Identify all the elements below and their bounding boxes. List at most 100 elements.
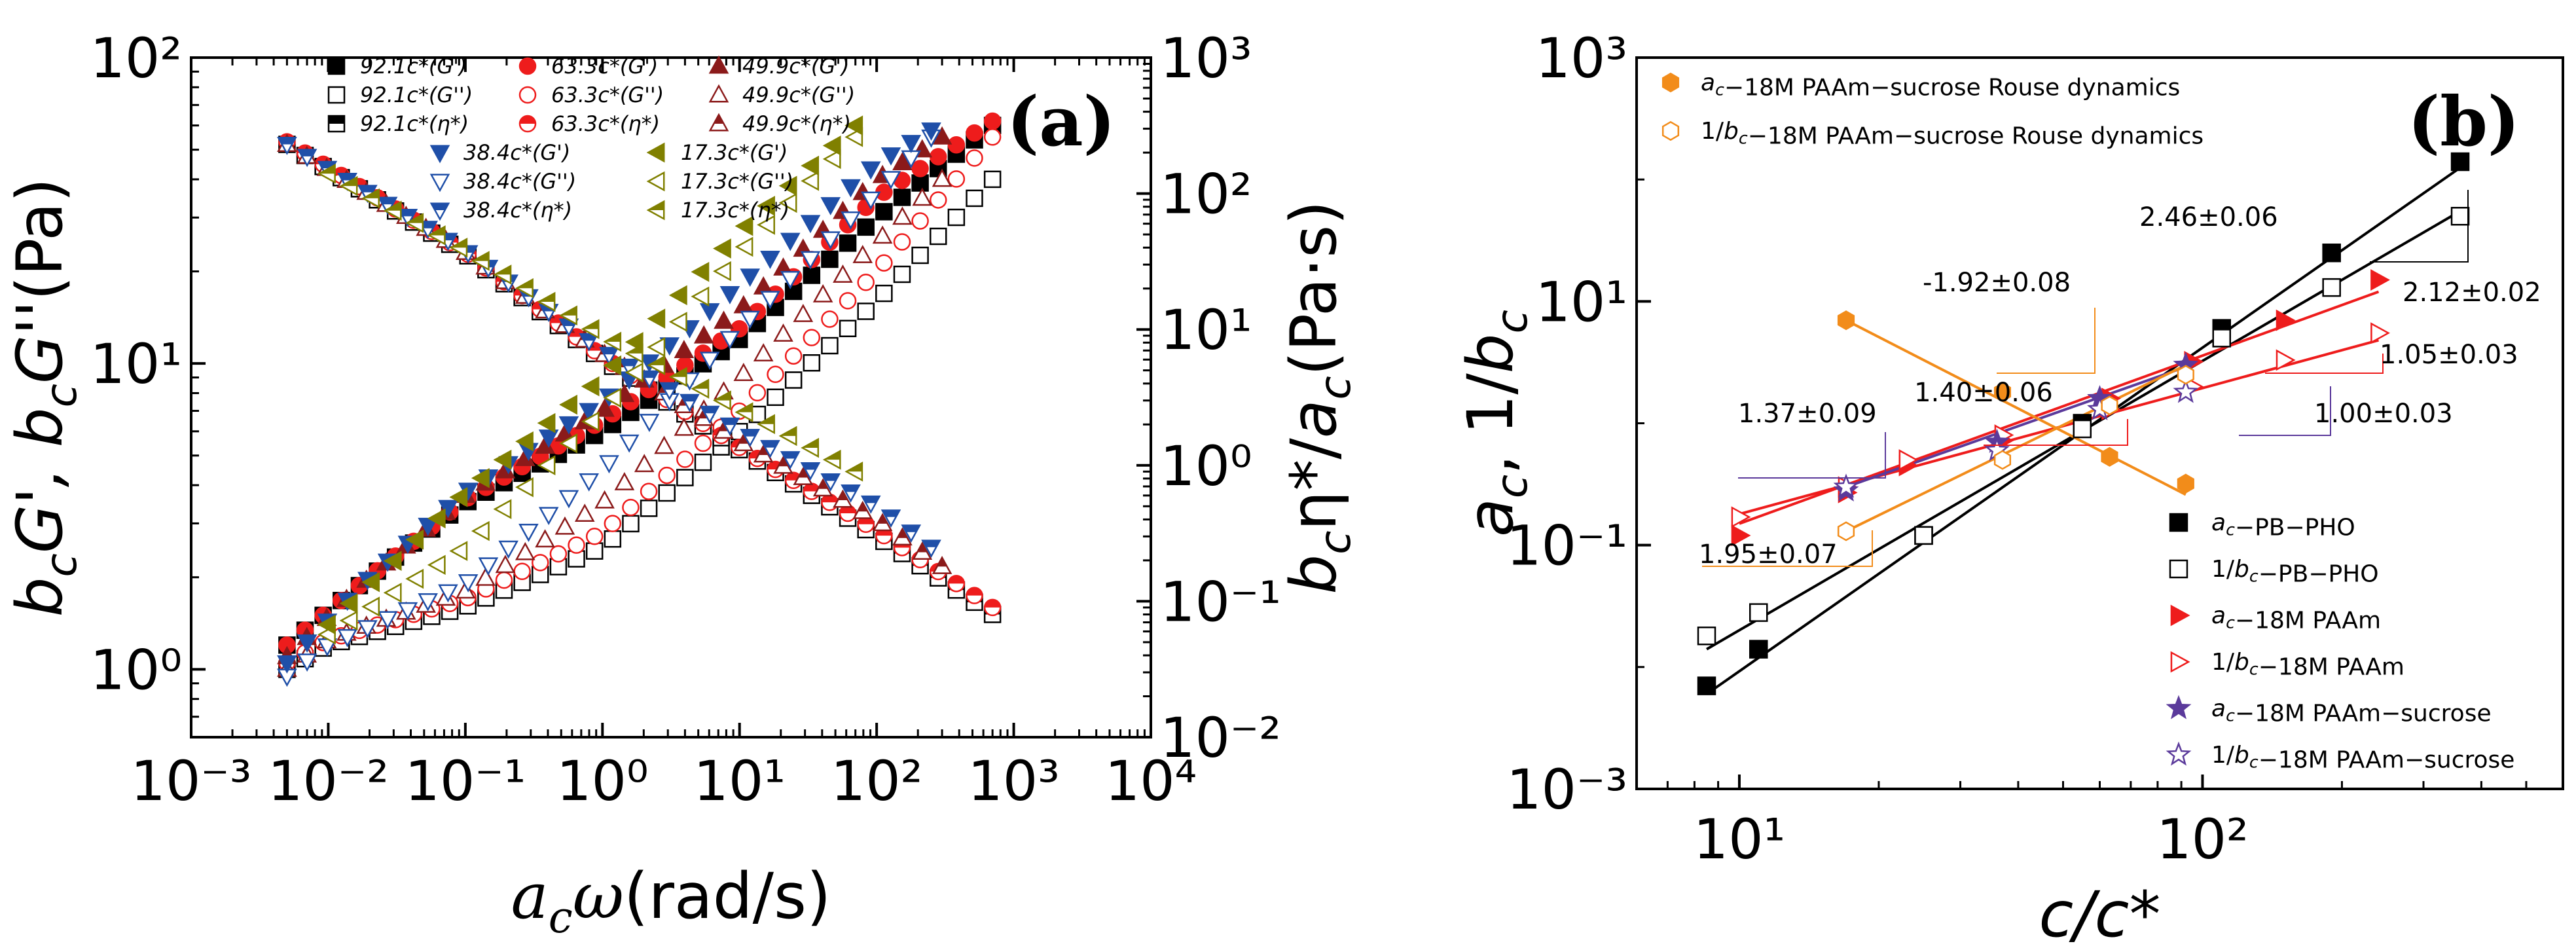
legend-marker: [429, 145, 450, 164]
data-point: [1993, 450, 2012, 470]
data-point-eta: [901, 524, 922, 543]
data-point-Gp: [880, 147, 901, 166]
x-tick-label: 10²: [831, 749, 923, 813]
data-point-Gpp: [658, 466, 676, 484]
data-point-Gpp: [558, 490, 579, 509]
data-point-Gp: [581, 376, 600, 397]
data-point-Gpp: [852, 245, 873, 263]
data-point-eta: [833, 489, 853, 508]
annotation-leader: [1702, 530, 1873, 567]
data-point-Gpp: [740, 310, 761, 329]
data-point-Gp: [438, 500, 458, 519]
data-point-Gpp: [619, 434, 640, 453]
legend-label: ac−PB−PHO: [2211, 509, 2355, 541]
data-point-Gpp: [857, 274, 875, 291]
data-point-eta: [559, 305, 577, 326]
data-point-Gpp: [929, 191, 947, 209]
legend-label: ac−18M PAAm: [2211, 602, 2381, 634]
annotation-leader: [1997, 308, 2095, 374]
data-point-Gpp: [581, 411, 600, 432]
data-point-Gp: [691, 261, 710, 282]
y-tick-label: 10⁻³: [1506, 757, 1627, 822]
data-point-Gpp: [357, 620, 378, 639]
data-point-Gp: [801, 155, 820, 176]
data-point-Gpp: [579, 473, 599, 492]
x-tick-label: 10¹: [693, 749, 786, 813]
data-point-eta: [668, 367, 687, 388]
fit-line: [1845, 363, 2186, 533]
data-point-Gpp: [880, 171, 901, 190]
data-point-Gpp: [622, 498, 640, 517]
data-point-Gpp: [784, 371, 803, 389]
data-point-Gp: [712, 238, 731, 259]
data-point-Gpp: [513, 562, 531, 580]
panel-a-chart: 10⁻³ 10⁻² 10⁻¹ 10⁰ 10¹ 10² 10³ 10⁴10⁰10¹10²10⁻²…: [3, 26, 1360, 943]
data-point: [2276, 309, 2296, 331]
legend-label: 63.3c*(η*): [551, 111, 660, 136]
data-point-Gpp: [875, 254, 893, 272]
data-point-Gpp: [495, 555, 516, 574]
data-point-Gp: [361, 572, 380, 592]
data-point-eta: [471, 251, 490, 271]
data-point-Gpp: [757, 215, 775, 235]
data-point-eta: [297, 149, 317, 168]
data-point-Gp: [857, 218, 875, 236]
data-point: [1749, 640, 1768, 659]
data-point-Gpp: [778, 192, 797, 213]
data-point-Gpp: [803, 329, 821, 346]
data-point-Gpp: [639, 414, 660, 432]
data-point-Gpp: [361, 596, 380, 617]
annotation-leader: [1984, 419, 2128, 446]
data-point-Gpp: [339, 610, 358, 631]
legend-label: 92.1c*(G'): [360, 54, 467, 79]
panel-label-b: (b): [2408, 81, 2520, 162]
legend-label: 1/bc−18M PAAm−sucrose Rouse dynamics: [1701, 118, 2204, 150]
data-point: [1837, 521, 1855, 541]
data-point-Gpp: [640, 483, 658, 500]
legend-label: ac−18M PAAm−sucrose: [2211, 695, 2492, 727]
legend-label: 63.3c*(G'): [551, 54, 658, 79]
data-point-eta: [780, 451, 801, 469]
legend-label: 92.1c*(G''): [360, 82, 473, 107]
data-point-Gp: [983, 112, 1002, 130]
data-point-Gpp: [841, 211, 861, 230]
series-7: [1837, 365, 2194, 541]
legend-label: 38.4c*(G'): [463, 140, 570, 165]
data-point-eta: [735, 402, 753, 422]
legend-marker: [2169, 513, 2188, 532]
data-point-eta: [659, 382, 680, 401]
fit-line: [1845, 319, 2186, 496]
data-point-Gp: [841, 179, 861, 198]
data-point-Gpp: [911, 246, 929, 264]
annotation-leader: [1738, 432, 1886, 479]
legend-label: 1/bc−18M PAAm: [2211, 649, 2404, 681]
data-point-Gpp: [537, 455, 556, 475]
data-point: [1731, 524, 1751, 547]
data-point-Gp: [647, 308, 666, 329]
data-point-Gpp: [966, 149, 983, 167]
data-point-Gpp: [733, 363, 754, 381]
data-point-eta: [277, 137, 297, 155]
data-point-eta: [377, 196, 398, 215]
data-point-eta: [719, 417, 740, 436]
data-point-Gpp: [833, 264, 853, 283]
data-point-eta: [841, 484, 861, 503]
legend-marker: [708, 113, 729, 132]
data-point-Gpp: [549, 545, 568, 563]
data-point-Gpp: [377, 611, 398, 630]
data-point-Gpp: [478, 557, 499, 576]
data-point-Gp: [603, 355, 622, 376]
data-point: [2322, 278, 2341, 297]
data-point-Gpp: [694, 434, 712, 452]
y-tick-label: 10³: [1535, 26, 1627, 90]
data-point-eta: [427, 225, 446, 246]
data-point-Gpp: [603, 388, 622, 408]
legend-label: 49.9c*(G'): [742, 54, 849, 79]
data-point-Gp: [714, 310, 734, 329]
data-point-Gp: [800, 215, 821, 234]
data-point-Gpp: [966, 189, 983, 208]
panel-a-frame: [190, 56, 1152, 738]
data-point-Gpp: [634, 454, 655, 473]
legend-marker: [1661, 72, 1680, 93]
data-point-eta: [537, 291, 556, 312]
